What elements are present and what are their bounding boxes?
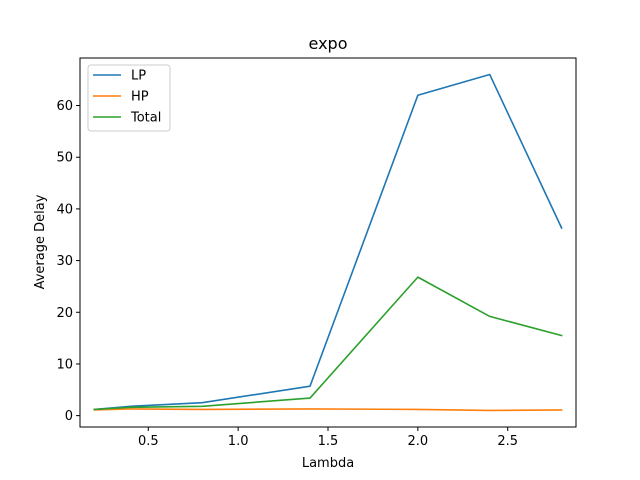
legend-label-hp: HP (131, 90, 149, 105)
series-layer (93, 73, 563, 412)
plot-frame (79, 57, 577, 428)
y-tick-label: 50 (56, 151, 73, 166)
y-tick-label: 30 (56, 254, 73, 269)
x-tick-label: 0.5 (138, 434, 159, 449)
legend-label-total: Total (130, 111, 161, 126)
y-axis-label: Average Delay (33, 194, 48, 289)
legend-label-lp: LP (131, 69, 146, 84)
y-tick-label: 60 (56, 99, 73, 114)
x-axis-ticks: 0.5 1.0 1.5 2.0 2.5 (138, 427, 518, 449)
chart-title: expo (309, 34, 348, 53)
legend: LP HP Total (87, 64, 171, 132)
x-tick-label: 2.0 (408, 434, 429, 449)
series-line-hp (93, 408, 563, 412)
y-axis-ticks: 0 10 20 30 40 50 60 (56, 99, 80, 424)
y-tick-label: 20 (56, 306, 73, 321)
series-line-total (93, 276, 563, 411)
x-axis-label: Lambda (302, 456, 354, 471)
series-line-lp (93, 73, 563, 411)
y-tick-label: 10 (56, 357, 73, 372)
x-tick-label: 1.5 (318, 434, 339, 449)
y-tick-label: 0 (65, 409, 73, 424)
x-tick-label: 1.0 (228, 434, 249, 449)
y-tick-label: 40 (56, 202, 73, 217)
x-tick-label: 2.5 (497, 434, 518, 449)
legend-box (87, 64, 171, 132)
